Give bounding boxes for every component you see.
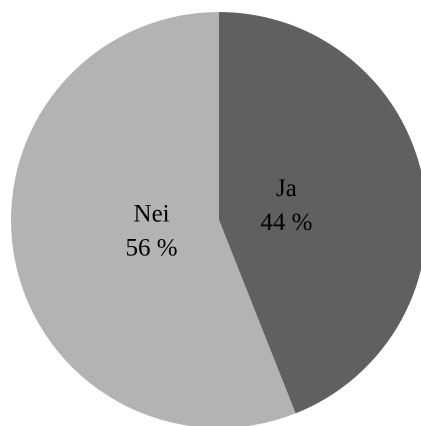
pie-slice [219, 12, 421, 414]
slice-category-label: Ja [276, 175, 297, 202]
pie-slice [11, 12, 296, 426]
slice-value-label: 44 % [260, 209, 312, 236]
slice-value-label: 56 % [126, 235, 178, 262]
slice-category-label: Nei [134, 201, 170, 228]
